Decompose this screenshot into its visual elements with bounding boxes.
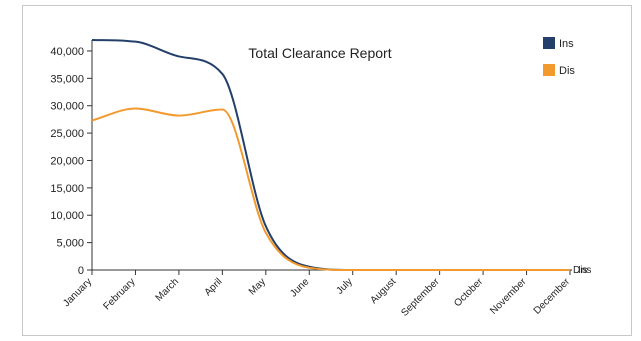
x-tick-label: August: [369, 276, 399, 306]
y-tick-label: 20,000: [50, 155, 84, 167]
y-tick-label: 15,000: [50, 183, 84, 195]
end-label-dis: Dis: [573, 265, 587, 276]
y-tick-label: 5,000: [56, 238, 84, 250]
x-axis: January February March April May June July Augu…: [61, 270, 573, 319]
end-labels: Dis Ins: [573, 265, 591, 276]
y-tick-label: 25,000: [50, 128, 84, 140]
end-label-ins: Ins: [578, 265, 591, 276]
series-lines: [91, 39, 570, 271]
x-tick-label: December: [532, 276, 573, 317]
x-tick-label: January: [61, 276, 94, 309]
chart-title: Total Clearance Report: [248, 45, 391, 61]
x-tick-label: June: [288, 276, 311, 299]
x-tick-label: February: [102, 276, 138, 312]
y-tick-label: 0: [78, 265, 84, 277]
legend-swatch-ins: [543, 37, 555, 49]
y-tick-label: 10,000: [50, 210, 84, 222]
y-tick-label: 30,000: [50, 101, 84, 113]
x-tick-label: July: [334, 276, 354, 296]
legend: Ins Dis: [543, 37, 575, 77]
x-tick-label: October: [452, 276, 485, 309]
legend-label-ins: Ins: [559, 38, 574, 50]
x-tick-label: April: [203, 276, 225, 298]
x-tick-label: May: [247, 276, 268, 297]
legend-label-dis: Dis: [559, 65, 575, 77]
chart-frame: [22, 5, 632, 336]
series-line-dis: [91, 107, 570, 271]
x-tick-label: March: [154, 276, 181, 303]
y-axis: 0 5,000 10,000 15,000 20,000 25,000 30,000 35,0…: [50, 46, 92, 277]
y-tick-label: 35,000: [50, 73, 84, 85]
y-tick-label: 40,000: [50, 46, 84, 58]
x-tick-label: September: [399, 276, 442, 319]
legend-swatch-dis: [543, 64, 555, 76]
series-line-ins: [91, 39, 570, 271]
x-tick-label: November: [488, 276, 529, 317]
